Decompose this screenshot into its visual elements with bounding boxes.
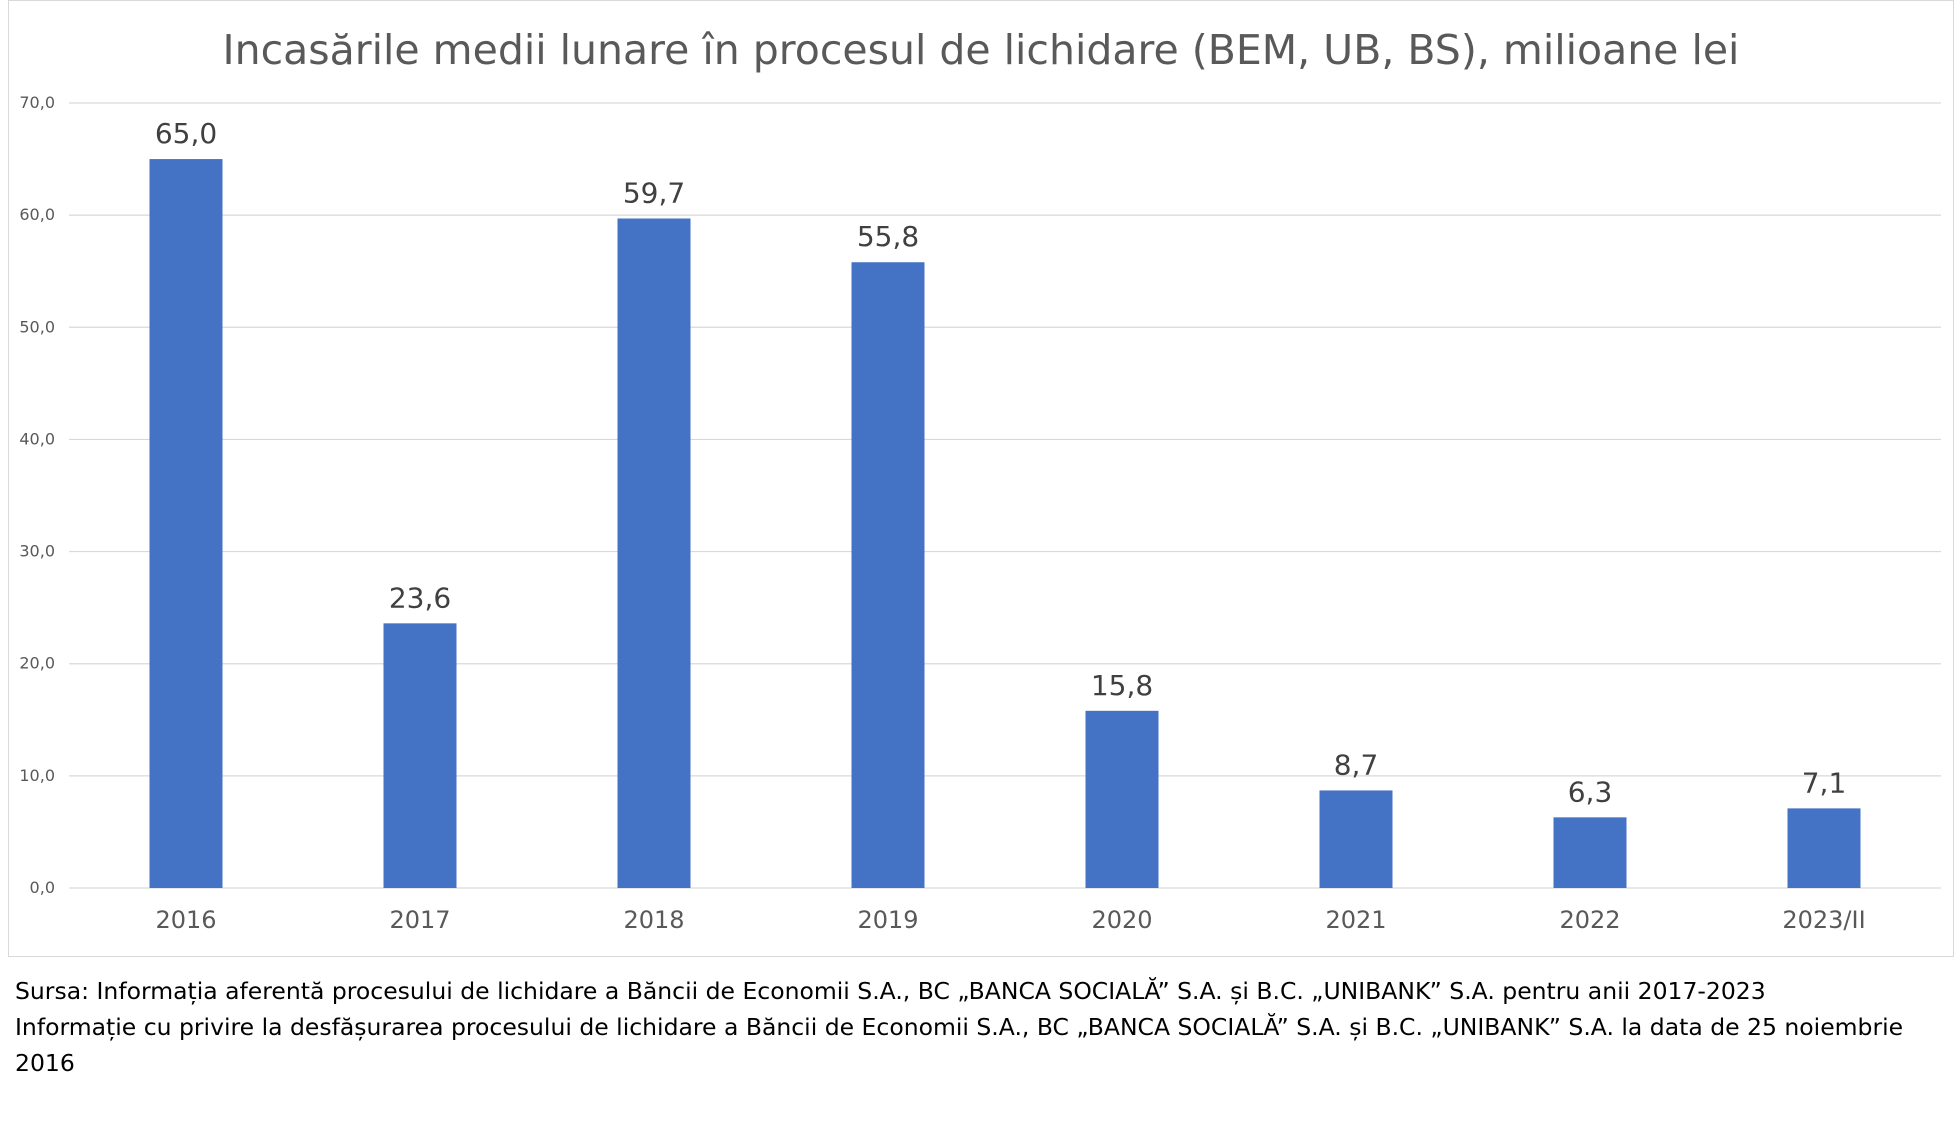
data-label: 65,0 [155, 117, 217, 150]
data-label: 6,3 [1568, 775, 1613, 808]
bar-2023-II [1787, 808, 1861, 888]
x-tick-label: 2023/II [1782, 906, 1865, 934]
bar-2020 [1085, 710, 1159, 888]
x-tick-label: 2021 [1325, 906, 1386, 934]
chart-frame: Incasările medii lunare în procesul de l… [8, 0, 1954, 957]
data-label: 7,1 [1802, 766, 1847, 799]
data-label: 8,7 [1334, 748, 1379, 781]
x-tick-label: 2016 [155, 906, 216, 934]
bar-2021 [1319, 790, 1393, 888]
y-axis-ticks: 0,0 10,0 20,0 30,0 40,0 50,0 60,0 70,0 [19, 93, 55, 897]
bar-2017 [383, 623, 457, 888]
data-label: 55,8 [857, 220, 919, 253]
source-note: Sursa: Informația aferentă procesului de… [15, 973, 1945, 1081]
chart-title: Incasările medii lunare în procesul de l… [223, 26, 1740, 74]
data-label: 59,7 [623, 177, 685, 210]
data-labels: 65,0 23,6 59,7 55,8 15,8 8,7 6,3 7,1 [155, 117, 1846, 808]
gridlines [69, 102, 1941, 889]
y-tick-label: 10,0 [19, 766, 55, 785]
source-line-2: Informație cu privire la desfășurarea pr… [15, 1013, 1904, 1077]
y-tick-label: 60,0 [19, 205, 55, 224]
data-label: 23,6 [389, 581, 451, 614]
y-tick-label: 70,0 [19, 93, 55, 112]
x-axis-ticks: 2016 2017 2018 2019 2020 2021 2022 2023/II [155, 906, 1865, 934]
bar-2018 [617, 218, 691, 888]
x-tick-label: 2018 [623, 906, 684, 934]
x-tick-label: 2020 [1091, 906, 1152, 934]
bar-2022 [1553, 817, 1627, 888]
source-line-1: Sursa: Informația aferentă procesului de… [15, 977, 1766, 1005]
y-tick-label: 40,0 [19, 429, 55, 448]
data-label: 15,8 [1091, 669, 1153, 702]
y-tick-label: 30,0 [19, 542, 55, 561]
x-tick-label: 2022 [1559, 906, 1620, 934]
bar-chart: Incasările medii lunare în procesul de l… [19, 26, 1941, 934]
x-tick-label: 2017 [389, 906, 450, 934]
bar-2019 [851, 262, 925, 888]
x-tick-label: 2019 [857, 906, 918, 934]
bars [149, 159, 1861, 889]
y-tick-label: 0,0 [30, 878, 55, 897]
y-tick-label: 50,0 [19, 317, 55, 336]
y-tick-label: 20,0 [19, 654, 55, 673]
bar-2016 [149, 159, 223, 889]
